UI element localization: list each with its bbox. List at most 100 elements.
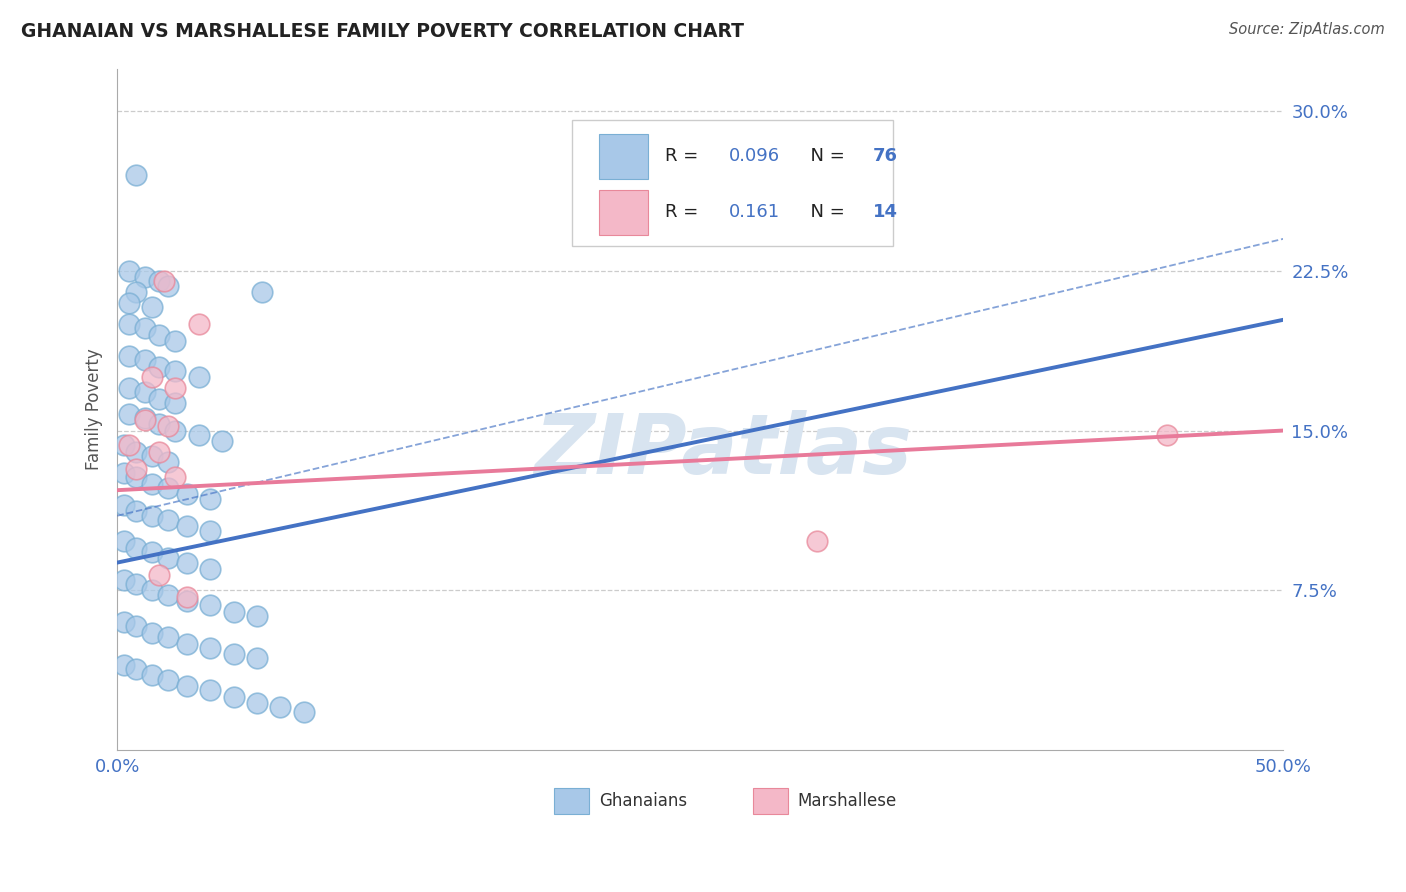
Point: [141, 370, 163, 384]
Point: [141, 300, 163, 314]
Point: [118, 438, 141, 452]
Point: [118, 295, 141, 310]
Text: Source: ZipAtlas.com: Source: ZipAtlas.com: [1229, 22, 1385, 37]
Point: [148, 392, 170, 406]
Point: [250, 285, 273, 299]
Point: [165, 381, 187, 395]
Point: [200, 491, 222, 506]
Point: [134, 353, 156, 368]
Point: [222, 647, 245, 661]
Point: [187, 370, 209, 384]
Point: [176, 556, 198, 570]
Point: [222, 690, 245, 704]
Point: [200, 524, 222, 538]
Point: [246, 696, 269, 710]
Point: [112, 498, 135, 512]
Text: 76: 76: [873, 147, 897, 165]
Point: [211, 434, 233, 449]
Point: [141, 449, 163, 463]
Point: [292, 705, 315, 719]
Point: [125, 577, 148, 591]
Point: [269, 700, 291, 714]
Point: [141, 668, 163, 682]
Point: [141, 625, 163, 640]
Text: ZIPatlas: ZIPatlas: [534, 409, 912, 491]
Point: [141, 583, 163, 598]
Point: [157, 551, 180, 566]
Point: [141, 476, 163, 491]
Point: [187, 317, 209, 331]
Point: [165, 396, 187, 410]
Point: [112, 438, 135, 452]
FancyBboxPatch shape: [554, 789, 589, 814]
Text: GHANAIAN VS MARSHALLESE FAMILY POVERTY CORRELATION CHART: GHANAIAN VS MARSHALLESE FAMILY POVERTY C…: [21, 22, 744, 41]
Point: [134, 413, 156, 427]
Point: [112, 657, 135, 672]
Text: Ghanaians: Ghanaians: [599, 792, 688, 810]
Point: [157, 455, 180, 469]
Point: [1156, 427, 1178, 442]
FancyBboxPatch shape: [752, 789, 787, 814]
Point: [134, 321, 156, 335]
Text: Marshallese: Marshallese: [797, 792, 896, 810]
Point: [134, 385, 156, 400]
Point: [153, 275, 176, 289]
Point: [125, 504, 148, 518]
Point: [157, 278, 180, 293]
Point: [125, 541, 148, 555]
Point: [118, 381, 141, 395]
FancyBboxPatch shape: [599, 190, 648, 235]
Point: [176, 519, 198, 533]
Point: [118, 407, 141, 421]
Point: [125, 285, 148, 299]
Point: [112, 534, 135, 549]
Text: R =: R =: [665, 147, 704, 165]
Point: [176, 487, 198, 501]
Point: [165, 470, 187, 484]
Point: [112, 466, 135, 480]
Point: [125, 462, 148, 476]
Point: [118, 349, 141, 363]
Point: [165, 334, 187, 348]
Point: [200, 640, 222, 655]
Point: [806, 534, 828, 549]
Point: [176, 679, 198, 693]
Point: [141, 508, 163, 523]
Point: [112, 615, 135, 630]
Point: [176, 590, 198, 604]
Point: [157, 588, 180, 602]
Point: [134, 270, 156, 285]
Text: R =: R =: [665, 203, 710, 221]
Point: [148, 327, 170, 342]
Text: N =: N =: [799, 147, 851, 165]
FancyBboxPatch shape: [599, 135, 648, 178]
Point: [125, 168, 148, 182]
Point: [125, 662, 148, 676]
Point: [200, 562, 222, 576]
Point: [165, 424, 187, 438]
Point: [157, 673, 180, 687]
Point: [125, 619, 148, 633]
Text: 0.161: 0.161: [730, 203, 780, 221]
Point: [118, 317, 141, 331]
Point: [176, 594, 198, 608]
Point: [157, 419, 180, 434]
Point: [200, 683, 222, 698]
Point: [148, 445, 170, 459]
Point: [148, 417, 170, 432]
Point: [246, 651, 269, 665]
Text: 0.096: 0.096: [730, 147, 780, 165]
Point: [148, 275, 170, 289]
Point: [125, 470, 148, 484]
Point: [112, 573, 135, 587]
Point: [118, 264, 141, 278]
Point: [187, 427, 209, 442]
FancyBboxPatch shape: [572, 120, 893, 245]
Point: [141, 545, 163, 559]
Point: [176, 636, 198, 650]
Point: [148, 359, 170, 374]
Point: [148, 568, 170, 582]
Point: [222, 605, 245, 619]
Point: [200, 598, 222, 612]
Point: [125, 445, 148, 459]
